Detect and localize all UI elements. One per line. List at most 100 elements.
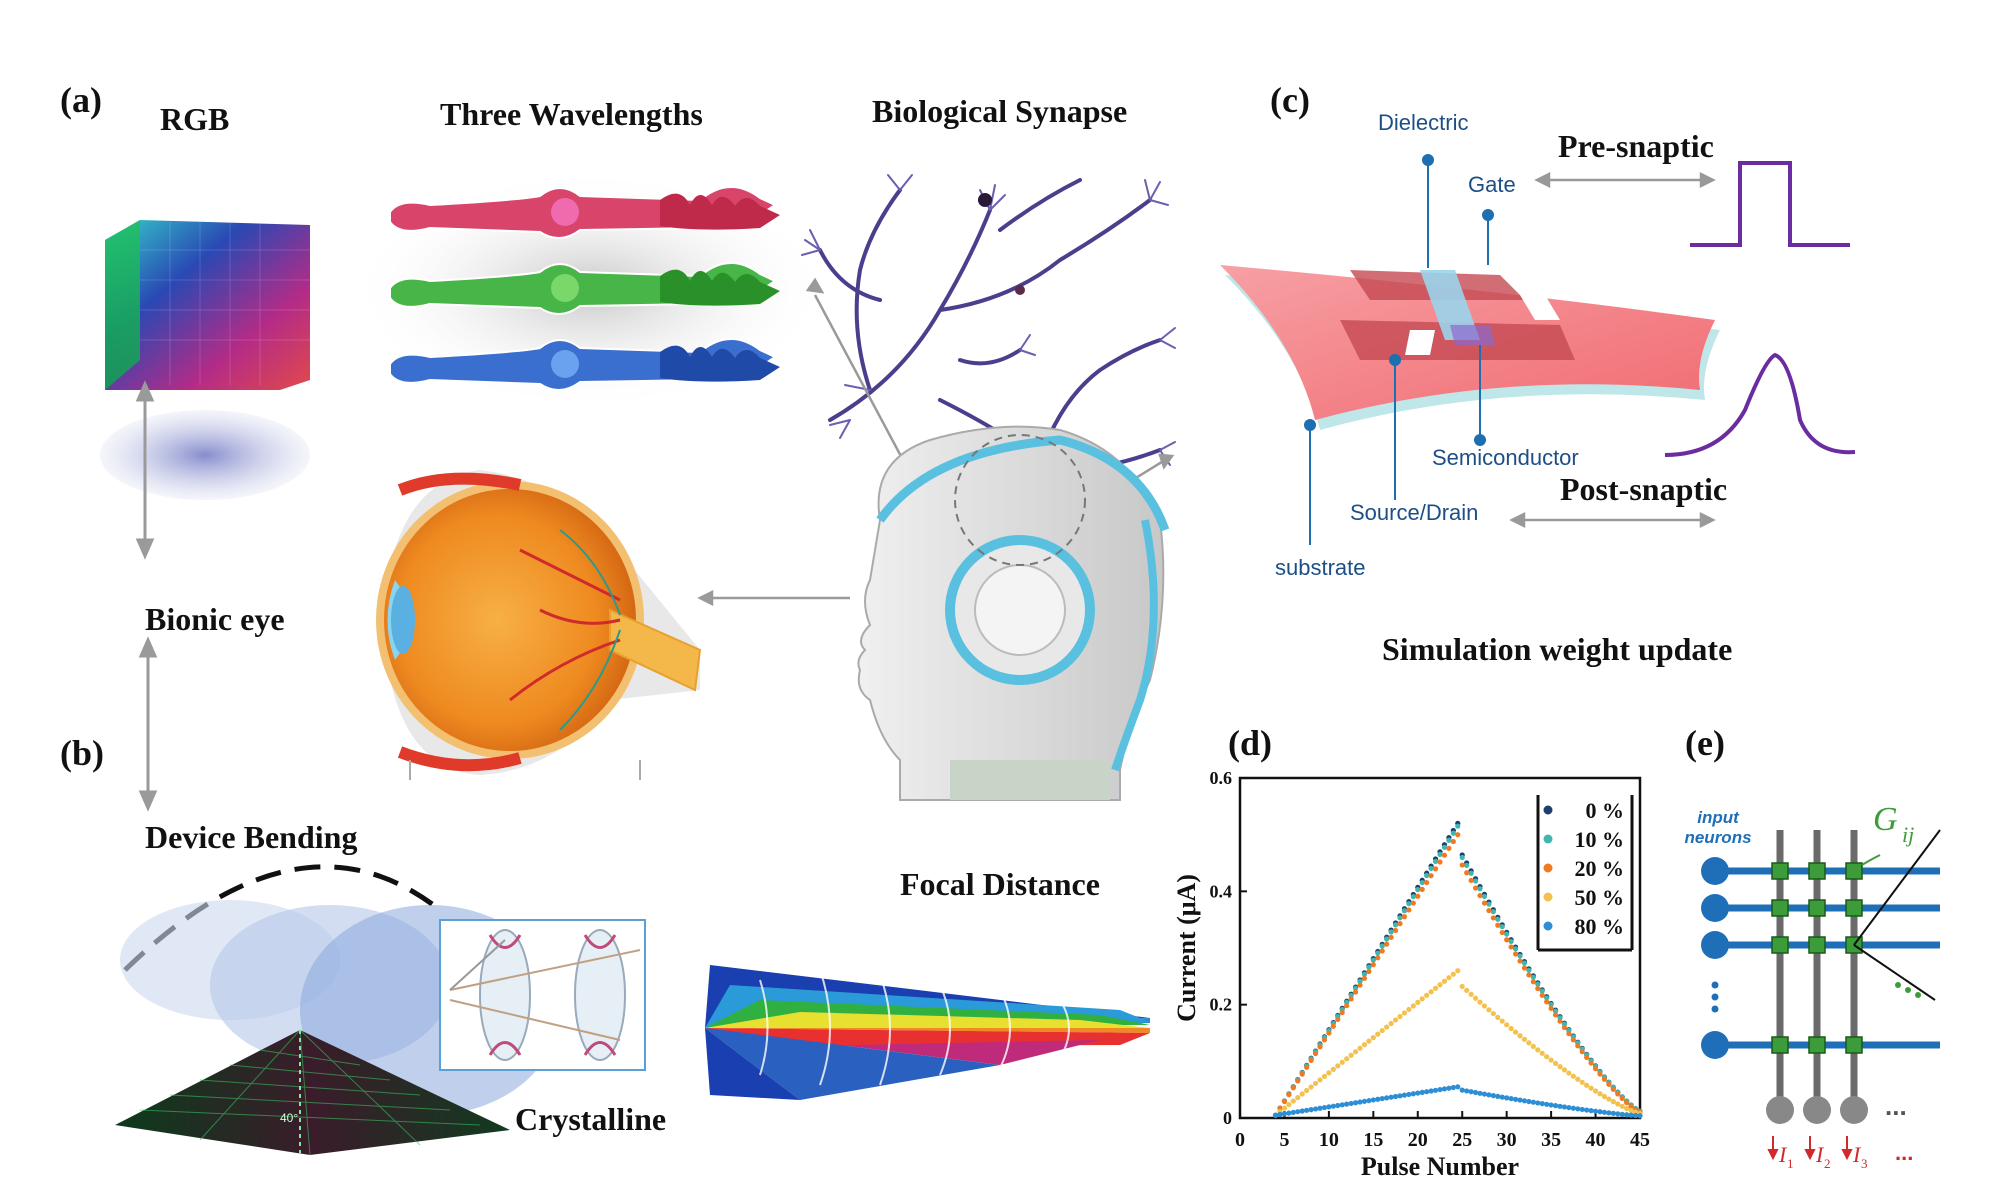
chart-data-point <box>1628 1112 1634 1118</box>
three-wavelengths-label: Three Wavelengths <box>440 96 703 132</box>
chart-data-point <box>1388 929 1394 935</box>
chart-data-point <box>1348 996 1354 1002</box>
lens-inset-icon <box>439 919 646 1071</box>
chart-data-point <box>1441 1086 1448 1092</box>
chart-data-point <box>1530 979 1536 985</box>
chart-series-3 <box>1272 968 1643 1118</box>
chart-x-tick-label: 0 <box>1235 1129 1245 1151</box>
chart-data-point <box>1335 1016 1341 1022</box>
chart-data-point <box>1472 1089 1479 1096</box>
chart-data-point <box>1579 1106 1585 1113</box>
chart-data-point <box>1588 1108 1594 1114</box>
chart-data-point <box>1450 971 1456 977</box>
green-cone-cell-icon <box>389 262 780 315</box>
gate-to-pulse-arrow <box>1534 171 1716 189</box>
chart-data-point <box>1539 992 1545 998</box>
chart-data-point <box>1495 922 1501 928</box>
chart-data-point <box>1548 1057 1554 1063</box>
weight-update-chart: 0 5 10 15 20 25 30 35 40 45 0 0.2 0.4 0.6 0 % 10 % 20 %… <box>1172 768 1650 1181</box>
chart-data-point <box>1415 887 1421 893</box>
chart-data-point <box>1499 1094 1505 1100</box>
chart-data-point <box>1504 931 1510 937</box>
rgb-vertical-arrow <box>135 380 155 560</box>
chart-data-point <box>1628 1107 1634 1114</box>
blurred-cube-icon <box>100 410 310 500</box>
chart-data-point <box>1352 1100 1359 1106</box>
chart-data-point <box>1481 893 1488 900</box>
chart-data-point <box>1517 953 1523 959</box>
chart-data-point <box>1521 965 1528 971</box>
chart-data-point <box>1379 1027 1385 1034</box>
chart-data-point <box>1432 985 1439 991</box>
transistor-device-icon <box>1220 265 1720 430</box>
chart-data-point <box>1366 968 1372 975</box>
chart-data-point <box>1392 927 1399 934</box>
chart-data-point <box>1281 1105 1288 1111</box>
chart-data-point <box>1624 1105 1630 1112</box>
chart-data-point <box>1561 1104 1568 1110</box>
panel-label-d: (d) <box>1228 723 1272 763</box>
chart-data-point <box>1601 1076 1608 1082</box>
chart-data-point <box>1312 1106 1319 1112</box>
chart-data-point <box>1530 1099 1536 1105</box>
chart-data-point <box>1610 1086 1616 1092</box>
chart-data-point <box>1406 1091 1412 1098</box>
chart-data-point <box>1361 1042 1368 1048</box>
chart-data-point <box>1624 1112 1630 1118</box>
chart-data-point <box>1437 1086 1443 1093</box>
chart-data-point <box>1375 955 1381 961</box>
current-i2-label: I <box>1815 1142 1825 1167</box>
chart-legend-marker <box>1543 863 1553 873</box>
chart-data-point <box>1392 922 1399 928</box>
chart-data-point <box>1384 1024 1390 1030</box>
chart-data-point <box>1566 1070 1572 1076</box>
current-i3-subscript: 3 <box>1861 1156 1868 1171</box>
chart-data-point <box>1388 1094 1394 1100</box>
chart-data-point <box>1379 948 1385 954</box>
chart-data-point <box>1477 1090 1483 1096</box>
chart-data-point <box>1606 1096 1612 1102</box>
chart-data-point <box>1335 1063 1341 1069</box>
chart-data-point <box>1455 1084 1461 1090</box>
chart-data-point <box>1504 1022 1510 1028</box>
chart-data-point <box>1499 924 1505 930</box>
chart-data-point <box>1597 1109 1603 1115</box>
chart-data-point <box>1406 1006 1412 1013</box>
chart-data-point <box>1432 858 1439 865</box>
chart-data-point <box>1317 1077 1323 1083</box>
chart-data-point <box>1464 1088 1470 1094</box>
chart-data-point <box>1526 967 1532 973</box>
chart-data-point <box>1548 1001 1554 1008</box>
chart-data-point <box>1535 1047 1541 1053</box>
chart-data-point <box>1464 862 1470 868</box>
chart-data-point <box>1535 981 1541 987</box>
chart-data-point <box>1615 1101 1621 1107</box>
chart-plot-frame <box>1238 776 1642 1120</box>
chart-data-point <box>1512 951 1519 957</box>
chart-data-point <box>1539 1101 1545 1107</box>
robot-head-icon <box>857 425 1170 801</box>
chart-data-point <box>1432 1087 1439 1093</box>
simulation-title: Simulation weight update <box>1382 631 1732 667</box>
post-synaptic-spike-icon <box>1664 352 1856 457</box>
chart-data-point <box>1277 1111 1283 1118</box>
chart-data-point <box>1575 1076 1581 1082</box>
chart-data-point <box>1321 1037 1328 1043</box>
biological-synapse-label: Biological Synapse <box>872 93 1127 129</box>
chart-data-point <box>1504 1095 1510 1101</box>
chart-data-point <box>1424 992 1430 998</box>
chart-data-point <box>1424 872 1430 879</box>
chart-data-point <box>1477 886 1483 892</box>
rgb-label: RGB <box>160 101 229 137</box>
chart-data-point <box>1375 1096 1381 1102</box>
chart-x-tick-label: 45 <box>1630 1129 1650 1151</box>
chart-data-point <box>1486 907 1492 914</box>
chart-data-point <box>1330 1103 1336 1109</box>
chart-data-point <box>1424 1089 1430 1095</box>
chart-x-tick-label: 40 <box>1586 1129 1606 1151</box>
chart-data-point <box>1357 982 1363 988</box>
chart-data-point <box>1486 901 1492 907</box>
chart-data-point <box>1441 852 1448 858</box>
chart-data-point <box>1504 937 1510 943</box>
chart-data-point <box>1344 1101 1350 1107</box>
